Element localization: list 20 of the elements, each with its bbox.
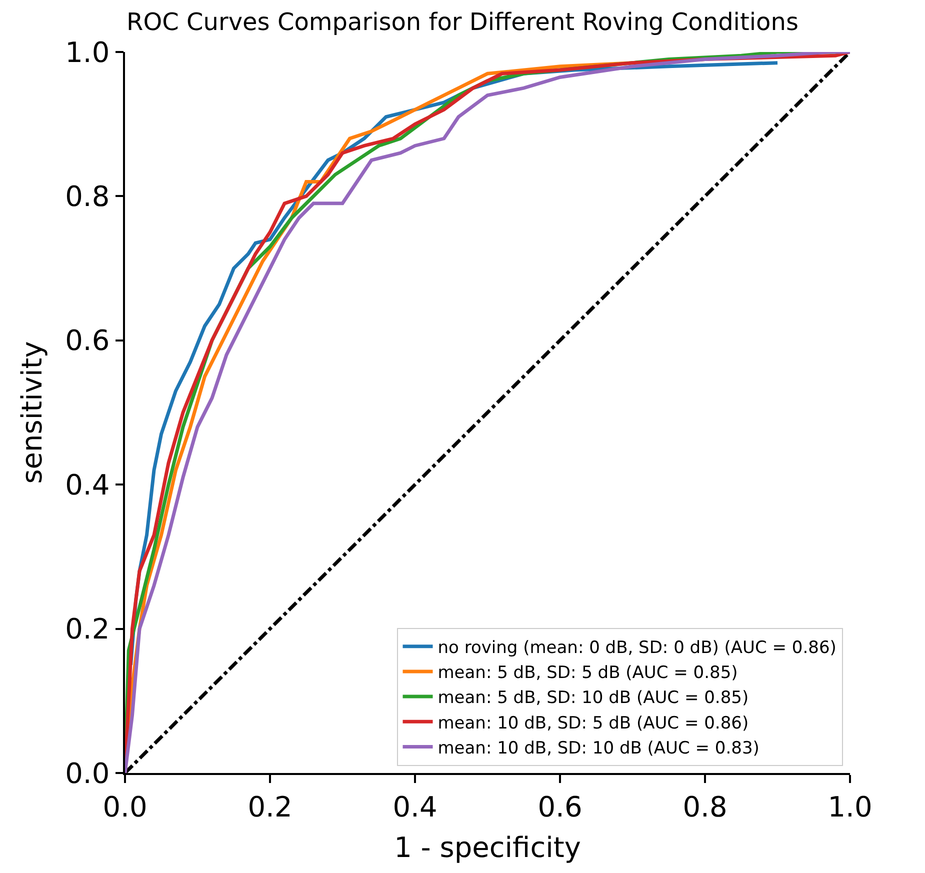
x-tick-label: 0.2: [248, 790, 292, 824]
y-tick-label: 0.2: [65, 612, 110, 646]
y-axis-title: sensitivity: [15, 341, 48, 484]
x-axis-title: 1 - specificity: [394, 830, 581, 864]
x-tick-label: 0.4: [392, 790, 438, 824]
legend-label: no roving (mean: 0 dB, SD: 0 dB) (AUC = 0.86): [438, 638, 836, 658]
y-tick-label: 0.6: [65, 324, 110, 358]
legend-label: mean: 5 dB, SD: 5 dB (AUC = 0.85): [438, 663, 738, 684]
x-tick-label: 0.0: [102, 790, 148, 824]
chart-title: ROC Curves Comparison for Different Roving Conditions: [126, 8, 798, 36]
x-tick-label: 0.6: [538, 790, 582, 824]
x-tick-label: 0.8: [682, 790, 728, 824]
legend-label: mean: 10 dB, SD: 10 dB (AUC = 0.83): [438, 738, 760, 758]
y-tick-label: 0.0: [65, 756, 110, 790]
y-tick-label: 1.0: [65, 36, 110, 69]
x-tick-label: 1.0: [828, 790, 872, 824]
legend-label: mean: 5 dB, SD: 10 dB (AUC = 0.85): [438, 688, 749, 708]
y-tick-label: 0.8: [65, 180, 110, 213]
legend-label: mean: 10 dB, SD: 5 dB (AUC = 0.86): [438, 713, 749, 734]
y-tick-label: 0.4: [65, 468, 110, 502]
